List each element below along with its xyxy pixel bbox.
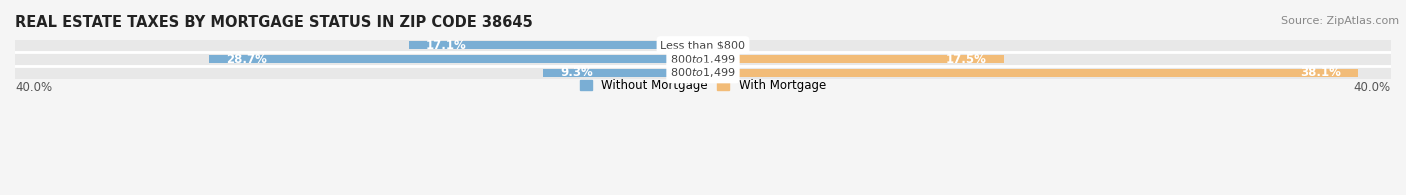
Text: 40.0%: 40.0% <box>1354 81 1391 94</box>
Text: 28.7%: 28.7% <box>226 52 267 66</box>
Text: 40.0%: 40.0% <box>15 81 52 94</box>
Text: 38.1%: 38.1% <box>1301 66 1341 79</box>
Text: 17.1%: 17.1% <box>426 39 467 52</box>
Bar <box>209 55 703 63</box>
Legend: Without Mortgage, With Mortgage: Without Mortgage, With Mortgage <box>575 74 831 97</box>
Text: Less than $800: Less than $800 <box>661 40 745 50</box>
Text: 0.0%: 0.0% <box>717 39 747 52</box>
Bar <box>543 69 703 77</box>
Text: REAL ESTATE TAXES BY MORTGAGE STATUS IN ZIP CODE 38645: REAL ESTATE TAXES BY MORTGAGE STATUS IN … <box>15 15 533 30</box>
Bar <box>15 67 1391 79</box>
Text: 9.3%: 9.3% <box>560 66 593 79</box>
Text: Source: ZipAtlas.com: Source: ZipAtlas.com <box>1281 16 1399 26</box>
Bar <box>15 53 1391 65</box>
Bar <box>703 69 1358 77</box>
Text: $800 to $1,499: $800 to $1,499 <box>671 52 735 66</box>
Text: 17.5%: 17.5% <box>946 52 987 66</box>
Bar <box>15 40 1391 51</box>
Bar <box>703 55 1004 63</box>
Text: $800 to $1,499: $800 to $1,499 <box>671 66 735 79</box>
Bar <box>409 42 703 49</box>
